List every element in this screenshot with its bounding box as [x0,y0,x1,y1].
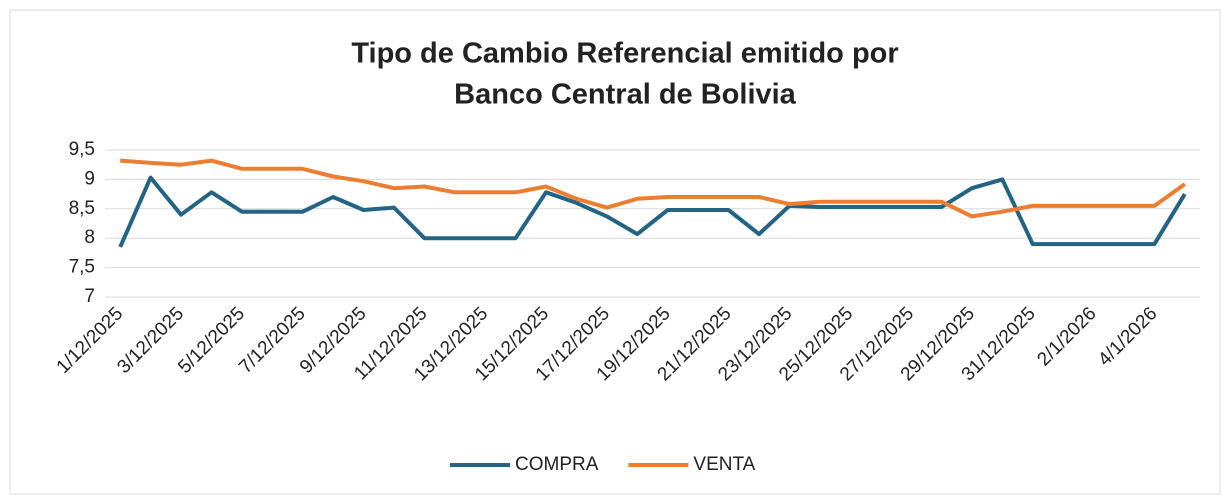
series-line [118,175,1187,248]
chart-subtitle: Banco Central de Bolivia [454,79,797,111]
chart-border [9,9,1221,495]
legend-label: COMPRA [515,454,599,475]
y-tick-label: 8 [84,227,95,248]
series-line [120,158,1186,219]
y-tick-label: 8,5 [69,198,95,219]
chart-title: Tipo de Cambio Referencial emitido por [351,38,898,70]
y-tick-label: 9 [84,168,95,189]
y-tick-label: 9,5 [69,139,95,160]
legend-label: VENTA [693,454,755,475]
y-tick-label: 7 [84,286,95,307]
y-tick-label: 7,5 [69,257,95,278]
